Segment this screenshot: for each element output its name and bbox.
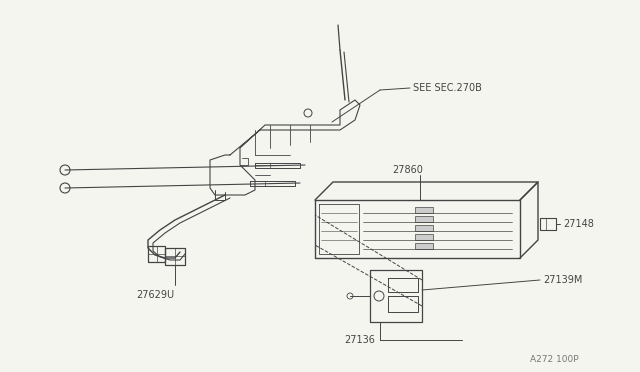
Text: 27629U: 27629U bbox=[136, 290, 174, 300]
Text: SEE SEC.270B: SEE SEC.270B bbox=[413, 83, 482, 93]
Bar bbox=[415, 207, 433, 213]
Bar bbox=[415, 234, 433, 240]
Text: 27860: 27860 bbox=[392, 165, 424, 175]
Bar bbox=[415, 225, 433, 231]
Text: 27136: 27136 bbox=[344, 335, 376, 345]
Text: 27139M: 27139M bbox=[543, 275, 582, 285]
Bar bbox=[415, 243, 433, 249]
Bar bbox=[415, 216, 433, 222]
Text: A272 100P: A272 100P bbox=[530, 356, 579, 365]
Text: 27148: 27148 bbox=[563, 219, 594, 229]
